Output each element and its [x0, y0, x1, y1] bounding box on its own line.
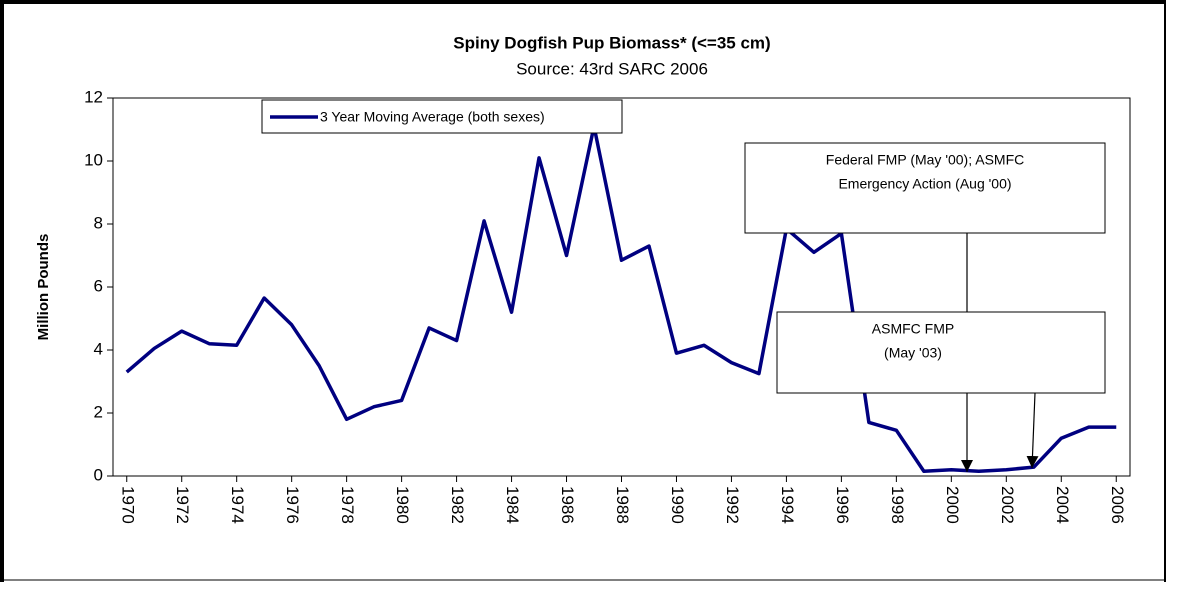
y-tick-label: 0: [94, 465, 103, 484]
y-tick-label: 2: [94, 402, 103, 421]
x-tick-label: 1994: [778, 486, 797, 524]
y-tick-label: 10: [84, 150, 103, 169]
callout-box: [744, 142, 1106, 234]
callout-text: ASMFC FMP: [872, 321, 954, 337]
x-tick-label: 2000: [943, 486, 962, 524]
x-tick-label: 1978: [338, 486, 357, 524]
y-axis-label: Million Pounds: [35, 234, 52, 341]
legend-label: 3 Year Moving Average (both sexes): [320, 109, 545, 125]
callout-arrow: [1026, 392, 1039, 469]
legend-box: [261, 99, 623, 134]
chart-subtitle: Source: 43rd SARC 2006: [516, 59, 708, 78]
callout-text: (May '03): [884, 345, 942, 361]
x-tick-label: 2004: [1053, 486, 1072, 524]
x-tick-label: 1984: [503, 486, 522, 524]
callout-text: Emergency Action (Aug '00): [838, 176, 1011, 192]
x-tick-label: 1974: [228, 486, 247, 524]
y-tick-label: 8: [94, 213, 103, 232]
x-tick-label: 2002: [998, 486, 1017, 524]
x-tick-label: 1988: [613, 486, 632, 524]
x-tick-label: 1996: [833, 486, 852, 524]
y-tick-label: 12: [84, 87, 103, 106]
line-series: [125, 124, 1117, 474]
callout-box: [776, 311, 1106, 394]
callout-text: Federal FMP (May '00); ASMFC: [826, 152, 1024, 168]
chart-title: Spiny Dogfish Pup Biomass* (<=35 cm): [453, 33, 770, 52]
x-tick-label: 1976: [283, 486, 302, 524]
x-tick-label: 1992: [723, 486, 742, 524]
x-tick-label: 1980: [393, 486, 412, 524]
x-tick-label: 1972: [173, 486, 192, 524]
y-tick-label: 4: [94, 339, 103, 358]
x-tick-label: 1970: [118, 486, 137, 524]
x-tick-label: 1990: [668, 486, 687, 524]
x-tick-label: 1998: [888, 486, 907, 524]
x-tick-label: 1982: [448, 486, 467, 524]
y-tick-label: 6: [94, 276, 103, 295]
x-tick-label: 2006: [1108, 486, 1127, 524]
x-tick-label: 1986: [558, 486, 577, 524]
